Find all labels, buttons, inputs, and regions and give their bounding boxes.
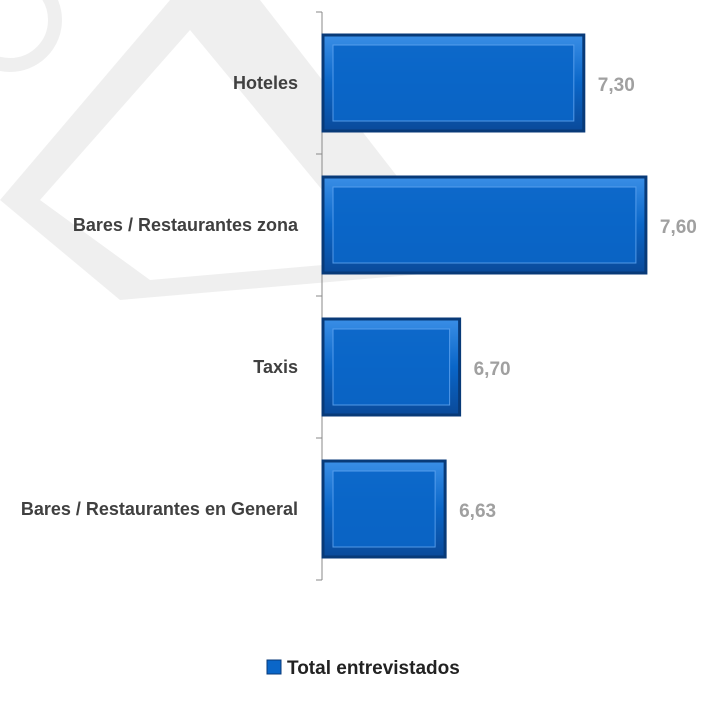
- value-label: 7,30: [598, 75, 635, 96]
- bar-bevel: [332, 470, 436, 548]
- bar-bevel: [332, 186, 637, 264]
- category-label: Bares / Restaurantes zona: [72, 215, 298, 235]
- value-label: 6,63: [459, 501, 496, 522]
- value-label: 6,70: [474, 359, 511, 380]
- bar-bevel: [332, 44, 575, 122]
- bar-bevel: [332, 328, 451, 406]
- legend-label: Total entrevistados: [287, 658, 460, 679]
- value-label: 7,60: [660, 217, 697, 238]
- category-label: Taxis: [253, 357, 298, 377]
- category-label: Bares / Restaurantes en General: [20, 499, 298, 519]
- category-label: Hoteles: [232, 73, 298, 93]
- legend-swatch: [266, 659, 282, 675]
